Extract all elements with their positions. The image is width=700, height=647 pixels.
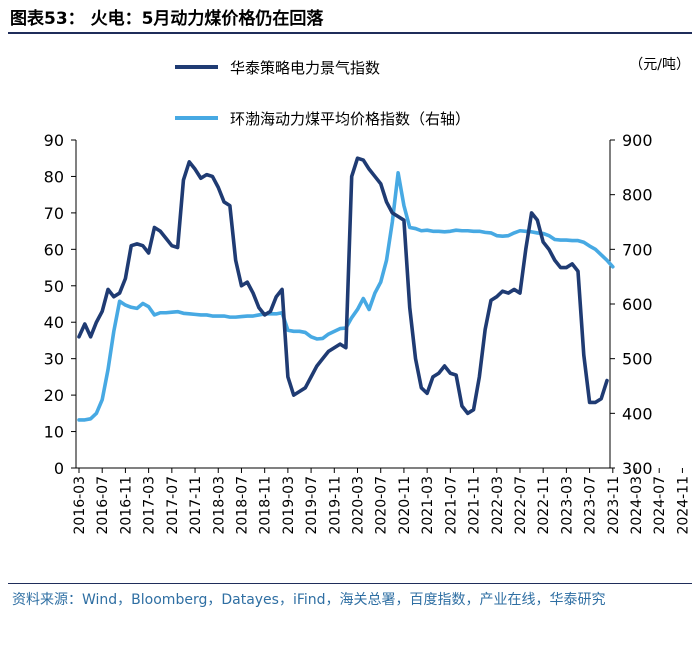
x-tick-label: 2017-03	[142, 476, 158, 535]
left-tick-label: 40	[44, 313, 64, 332]
left-tick-label: 90	[44, 131, 64, 150]
title-divider	[8, 32, 692, 34]
source-divider	[8, 583, 692, 584]
x-tick-label: 2018-11	[258, 476, 274, 535]
right-tick-label: 700	[622, 240, 653, 259]
x-tick-label: 2024-11	[675, 476, 691, 535]
left-tick-label: 20	[44, 386, 64, 405]
x-tick-label: 2024-07	[652, 476, 668, 535]
left-tick-label: 10	[44, 423, 64, 442]
x-tick-label: 2016-03	[72, 476, 88, 535]
right-tick-label: 600	[622, 295, 653, 314]
x-tick-label: 2021-11	[467, 476, 483, 535]
x-tick-label: 2021-07	[443, 476, 459, 534]
x-tick-label: 2023-03	[559, 476, 575, 535]
x-tick-label: 2016-11	[118, 476, 134, 535]
x-tick-label: 2017-11	[188, 476, 204, 535]
right-tick-label: 300	[622, 459, 653, 478]
chart-legend: 华泰策略电力景气指数 环渤海动力煤平均价格指数（右轴）	[175, 59, 470, 128]
left-tick-label: 70	[44, 204, 64, 223]
legend-label-index: 华泰策略电力景气指数	[230, 59, 380, 77]
x-tick-label: 2016-07	[95, 476, 111, 535]
right-tick-label: 800	[622, 186, 653, 205]
x-tick-label: 2025-03	[699, 476, 700, 535]
figure-title: 图表53： 火电：5月动力煤价格仍在回落	[10, 9, 324, 29]
legend-label-coal: 环渤海动力煤平均价格指数（右轴）	[230, 110, 470, 128]
right-tick-label: 900	[622, 131, 653, 150]
x-tick-label: 2019-03	[281, 476, 297, 535]
x-tick-label: 2022-11	[536, 476, 552, 535]
left-tick-label: 80	[44, 167, 64, 186]
series-line-power-index	[77, 156, 609, 416]
x-tick-label: 2019-07	[304, 476, 320, 535]
x-tick-label: 2018-07	[234, 476, 250, 535]
right-axis-unit: （元/吨）	[629, 57, 690, 73]
x-tick-label: 2020-11	[397, 476, 413, 535]
x-tick-label: 2022-07	[513, 476, 529, 535]
chart-series	[77, 156, 615, 422]
left-tick-label: 30	[44, 350, 64, 369]
x-tick-label: 2021-03	[420, 476, 436, 535]
x-tick-label: 2017-07	[165, 476, 181, 535]
right-tick-label: 400	[622, 404, 653, 423]
chart-axes: 0 10 20 30 40 50 60 70 80 90 300 400 500 600 700 800 900…	[44, 131, 700, 535]
line-chart: 华泰策略电力景气指数 环渤海动力煤平均价格指数（右轴） （元/吨） 0 10 20 3…	[44, 57, 700, 535]
x-tick-label: 2024-03	[629, 476, 645, 535]
right-tick-label: 500	[622, 350, 653, 369]
x-tick-label: 2020-07	[374, 476, 390, 535]
source-note: 资料来源：Wind，Bloomberg，Datayes，iFind，海关总署，百…	[12, 592, 606, 608]
left-tick-label: 60	[44, 240, 64, 259]
left-tick-label: 0	[54, 459, 64, 478]
x-tick-label: 2019-11	[327, 476, 343, 535]
x-tick-label: 2020-03	[351, 476, 367, 535]
x-tick-label: 2018-03	[211, 476, 227, 535]
x-tick-label: 2023-07	[583, 476, 599, 535]
x-tick-label: 2023-11	[606, 476, 622, 535]
left-tick-label: 50	[44, 277, 64, 296]
x-tick-label: 2022-03	[490, 476, 506, 535]
